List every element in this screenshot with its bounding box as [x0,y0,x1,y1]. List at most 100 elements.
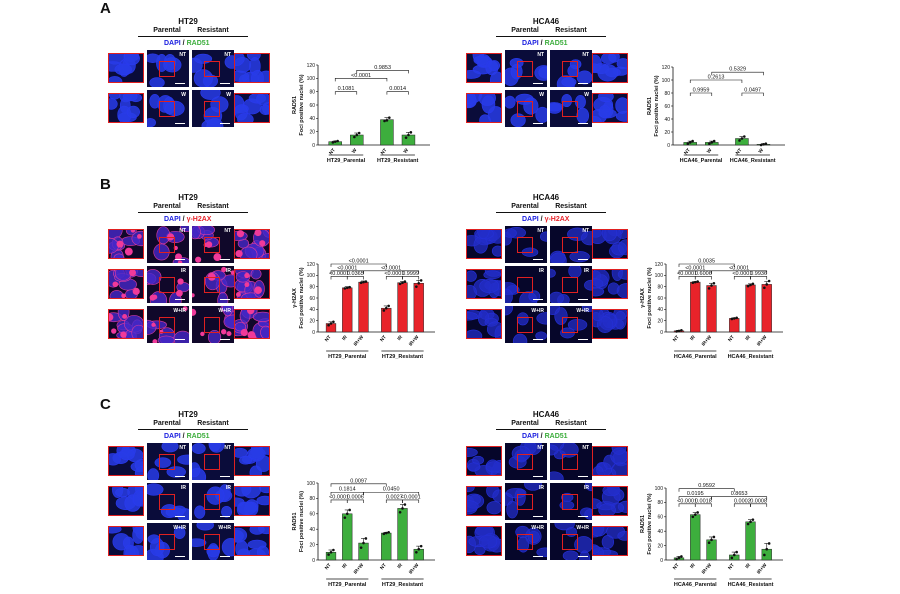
data-point [707,541,711,545]
scale-bar [533,83,543,84]
bar [729,318,740,333]
nucleus [192,538,207,547]
y-axis-label-line2: Foci positive nuclei (%) [654,75,660,136]
group-label-resistant: Resistant [197,27,229,34]
y-tick-label: 40 [309,307,315,313]
nucleus [251,69,264,82]
nucleus [115,487,130,498]
comparison-bracket [334,78,388,82]
cell-nuclei [235,54,269,82]
focus-dot [235,292,241,297]
cell-nuclei [235,270,265,298]
cell-nuclei [505,306,547,343]
y-tick-label: 80 [664,91,670,97]
stain-legend: DAPI / RAD51 [164,433,210,440]
data-point [707,287,711,290]
condition-label: IR [226,485,231,491]
y-tick-label: 60 [664,104,670,110]
data-point [359,281,363,285]
data-point [708,142,711,145]
data-point [743,135,746,138]
data-point [746,522,750,526]
nucleus [222,306,234,317]
data-point [388,116,391,119]
zoom-right [592,486,628,516]
micrograph-resistant: W+IR [550,523,592,560]
nucleus [535,106,547,123]
comparison-bracket [402,499,420,503]
zoom-region [562,317,578,333]
scale-bar [220,556,230,557]
micrograph-parental: NT [505,226,547,263]
nucleus [467,270,477,282]
y-tick-label: 120 [307,262,316,268]
nucleus [597,64,618,82]
x-tick-label: IR [744,334,752,342]
nucleus [173,526,186,540]
x-tick-label: NT [727,562,736,571]
p-value-label: <0.0001 [729,265,749,271]
nucleus [536,312,547,325]
panel-label-b: B [100,176,111,193]
data-point [730,556,734,560]
data-point [740,137,744,140]
micrograph-parental: NT [147,226,189,263]
nucleus [611,447,627,455]
nucleus [510,63,523,80]
y-tick-label: 40 [309,527,315,533]
marker-label: γ-H2AX [544,216,570,223]
nucleus [467,462,481,472]
p-value-label: 0.0497 [744,88,761,94]
micrograph-resistant: NT [550,50,592,87]
marker-label: RAD51 [544,40,568,47]
dapi-label: DAPI [522,216,539,223]
bar [690,281,701,333]
condition-label: IR [181,485,186,491]
cell-nuclei [593,94,627,122]
micrograph-parental: IR [505,266,547,303]
p-value-label: 0.0008 [750,498,767,504]
condition-label: NT [582,52,589,58]
y-axis-label-line2: Foci positive nuclei (%) [647,493,653,554]
nucleus [505,95,516,109]
cell-nuclei [192,306,234,343]
comparison-bracket [363,270,420,274]
header-rule [138,429,248,431]
x-tick-label: IR+W [408,334,421,348]
nucleus [505,228,517,238]
group-label: HCA46_Parental [680,158,723,164]
data-point [691,515,695,519]
p-value-label: <0.0001 [381,265,401,271]
bar [397,508,408,561]
data-point [332,548,335,552]
focus-dot [195,256,202,263]
bar [381,307,392,333]
nucleus [581,231,592,246]
comparison-bracket [711,270,768,274]
nucleus [207,329,222,343]
y-tick-label: 120 [662,65,671,71]
group-label-parental: Parental [153,27,181,34]
x-tick-label: NT [379,334,388,343]
stain-legend: DAPI / RAD51 [522,40,568,47]
cell-nuclei [235,527,269,555]
x-tick-label: IR [341,334,349,342]
data-point [746,284,750,288]
micrograph-parental: NT [147,443,189,480]
data-point [398,282,402,286]
nucleus [598,503,616,515]
focus-dot [132,287,140,295]
focus-dot [177,278,184,285]
p-value-label: 0.0450 [383,487,400,493]
nucleus [550,471,564,480]
data-point [364,537,368,540]
condition-label: IR [539,485,544,491]
x-tick-label: IR [744,562,752,570]
group-label: HT29_Resistant [377,158,418,164]
scale-bar [220,516,230,517]
data-point [710,141,714,144]
p-value-label: 0.0365 [347,271,364,277]
nucleus [147,117,156,127]
panel-label-a: A [100,0,111,17]
zoom-region [204,101,220,117]
